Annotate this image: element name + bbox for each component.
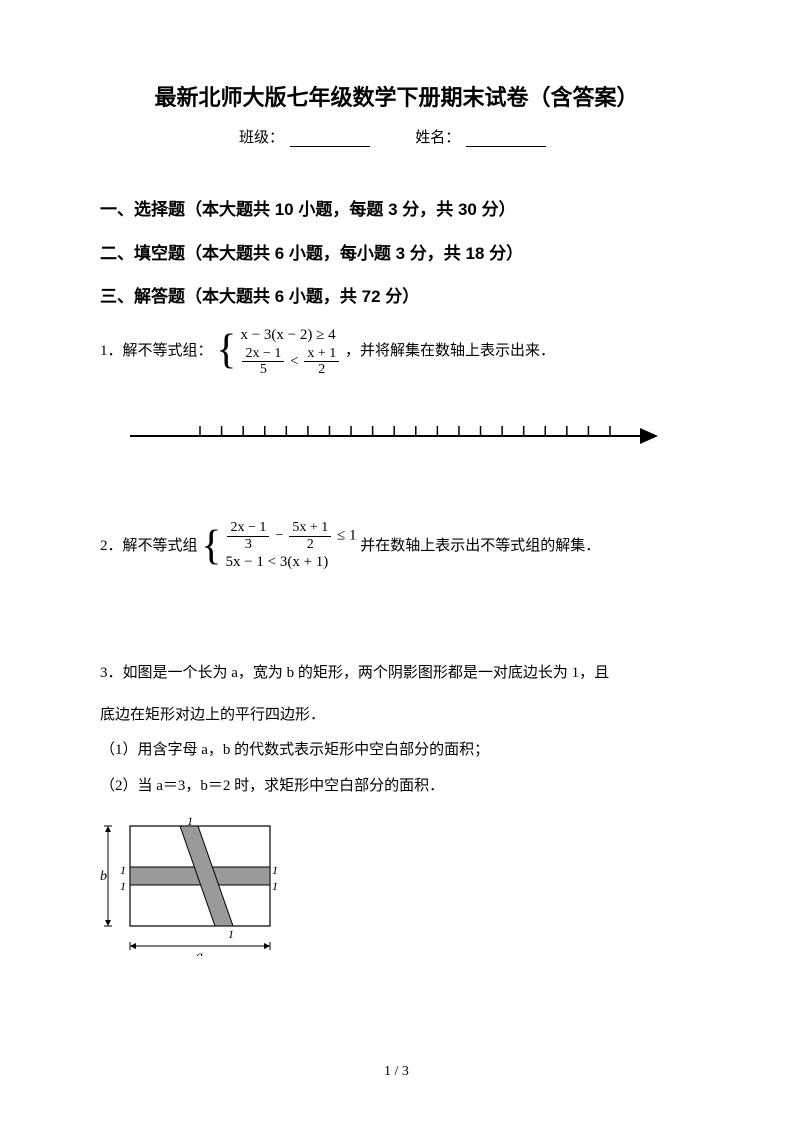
rectangle-diagram-svg: 111111ba bbox=[100, 816, 290, 956]
svg-text:b: b bbox=[100, 869, 107, 884]
svg-text:1: 1 bbox=[187, 816, 193, 828]
q1-label: 1．解不等式组： bbox=[100, 342, 213, 358]
question-3-sub2: （2）当 a＝3，b＝2 时，求矩形中空白部分的面积． bbox=[100, 771, 693, 803]
q1-eq2: 2x − 1 5 < x + 1 2 bbox=[240, 346, 341, 378]
section-2: 二、填空题（本大题共 6 小题，每小题 3 分，共 18 分） bbox=[100, 241, 693, 267]
question-3-sub1: （1）用含字母 a，b 的代数式表示矩形中空白部分的面积； bbox=[100, 735, 693, 767]
svg-text:a: a bbox=[196, 949, 203, 956]
svg-text:1: 1 bbox=[272, 879, 278, 893]
svg-text:1: 1 bbox=[272, 863, 278, 877]
q2-system: { 2x − 1 3 − 5x + 1 2 ≤ 1 bbox=[201, 520, 356, 573]
name-blank[interactable] bbox=[466, 132, 546, 147]
name-label: 姓名： bbox=[415, 130, 460, 146]
question-3-line1: 3．如图是一个长为 a，宽为 b 的矩形，两个阴影图形都是一对底边长为 1，且 bbox=[100, 658, 693, 690]
question-3-line2: 底边在矩形对边上的平行四边形． bbox=[100, 700, 693, 732]
question-1: 1．解不等式组： { x − 3(x − 2) ≥ 4 2x − 1 5 < x… bbox=[100, 325, 693, 378]
q2-eq1: 2x − 1 3 − 5x + 1 2 ≤ 1 bbox=[225, 520, 356, 552]
q1-system: { x − 3(x − 2) ≥ 4 2x − 1 5 < x + 1 2 bbox=[216, 325, 341, 378]
page-title: 最新北师大版七年级数学下册期末试卷（含答案） bbox=[100, 80, 693, 112]
info-line: 班级： 姓名： bbox=[100, 126, 693, 147]
question-2: 2．解不等式组 { 2x − 1 3 − 5x + 1 2 bbox=[100, 520, 693, 573]
section-1: 一、选择题（本大题共 10 小题，每题 3 分，共 30 分） bbox=[100, 197, 693, 223]
class-label: 班级： bbox=[239, 130, 284, 146]
page-number: 1 / 3 bbox=[0, 1064, 793, 1080]
q3-diagram: 111111ba bbox=[100, 816, 693, 961]
page: 最新北师大版七年级数学下册期末试卷（含答案） 班级： 姓名： 一、选择题（本大题… bbox=[0, 0, 793, 1122]
class-blank[interactable] bbox=[290, 132, 370, 147]
q2-eq2: 5x − 1 < 3(x + 1) bbox=[225, 552, 356, 573]
number-line bbox=[120, 405, 673, 460]
svg-text:1: 1 bbox=[120, 863, 126, 877]
section-3: 三、解答题（本大题共 6 小题，共 72 分） bbox=[100, 284, 693, 310]
number-line-svg bbox=[120, 405, 660, 455]
q2-tail: 并在数轴上表示出不等式组的解集． bbox=[360, 538, 600, 554]
q2-label: 2．解不等式组 bbox=[100, 538, 198, 554]
svg-text:1: 1 bbox=[228, 927, 234, 941]
q1-tail: ，并将解集在数轴上表示出来． bbox=[345, 342, 555, 358]
q1-eq1: x − 3(x − 2) ≥ 4 bbox=[240, 325, 341, 346]
svg-text:1: 1 bbox=[120, 879, 126, 893]
